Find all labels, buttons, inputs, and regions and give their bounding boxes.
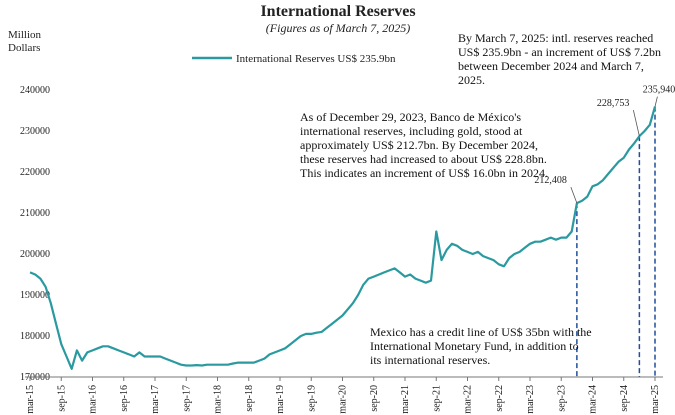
- legend-label: International Reserves US$ 235.9bn: [236, 53, 396, 65]
- leader-line: [654, 96, 658, 107]
- y-tick-label: 190000: [20, 290, 50, 301]
- x-tick-label: sep-20: [369, 385, 380, 412]
- x-tick-label: mar-16: [88, 385, 99, 414]
- y-tick-label: 220000: [20, 167, 50, 178]
- x-tick-label: sep-21: [431, 385, 442, 412]
- data-label: 235,940: [643, 85, 675, 96]
- annotation: As of December 29, 2023, Banco de México…: [300, 110, 548, 180]
- leader-line: [632, 110, 640, 137]
- x-tick-label: mar-15: [25, 385, 36, 414]
- y-tick-label: 240000: [20, 85, 50, 96]
- x-tick-label: mar-19: [275, 385, 286, 414]
- x-tick-label: mar-25: [650, 385, 661, 414]
- x-tick-label: sep-22: [494, 385, 505, 412]
- y-tick-label: 180000: [20, 331, 50, 342]
- chart-subtitle: (Figures as of March 7, 2025): [266, 21, 410, 35]
- x-tick-label: sep-16: [119, 385, 130, 412]
- y-axis-label: Dollars: [8, 42, 40, 54]
- x-tick-label: mar-22: [463, 385, 474, 414]
- y-tick-label: 230000: [20, 126, 50, 137]
- x-tick-label: mar-18: [213, 385, 224, 414]
- y-tick-label: 200000: [20, 249, 50, 260]
- x-tick-label: mar-24: [588, 385, 599, 414]
- x-tick-label: sep-23: [556, 385, 567, 412]
- x-tick-label: mar-21: [400, 385, 411, 414]
- annotation: By March 7, 2025: intl. reserves reached…: [458, 31, 661, 87]
- data-label: 212,408: [534, 175, 567, 186]
- x-tick-label: sep-19: [306, 385, 317, 412]
- annotation: Mexico has a credit line of US$ 35bn wit…: [370, 325, 592, 367]
- x-tick-label: sep-17: [181, 385, 192, 412]
- x-tick-label: sep-18: [244, 385, 255, 412]
- x-tick-label: sep-24: [619, 385, 630, 412]
- data-label: 228,753: [597, 98, 630, 109]
- x-tick-label: mar-20: [338, 385, 349, 414]
- y-axis-label: Million: [8, 29, 42, 41]
- x-tick-label: mar-23: [525, 385, 536, 414]
- x-tick-label: mar-17: [150, 385, 161, 414]
- line-series: [29, 106, 657, 370]
- leader-line: [570, 186, 578, 204]
- x-tick-label: sep-15: [56, 385, 67, 412]
- chart-title: International Reserves: [260, 3, 415, 20]
- y-tick-label: 210000: [20, 208, 50, 219]
